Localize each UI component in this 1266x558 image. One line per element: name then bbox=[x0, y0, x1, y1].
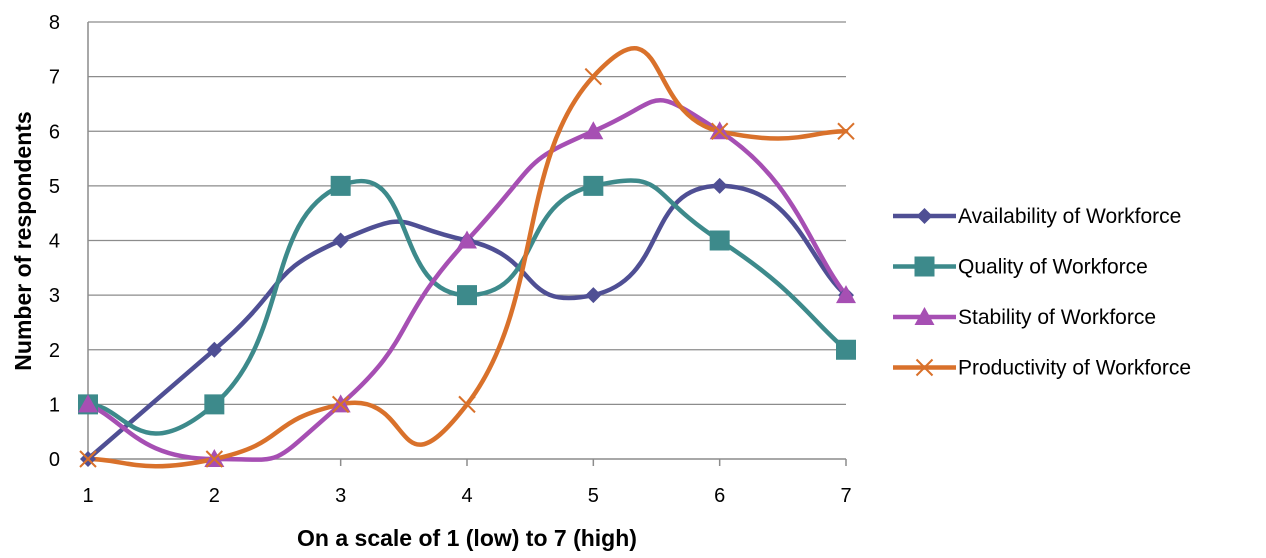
data-point-series-1 bbox=[332, 232, 349, 249]
gridlines bbox=[88, 21, 846, 406]
data-point-series-3 bbox=[583, 121, 604, 140]
data-point-series-2 bbox=[204, 394, 225, 415]
data-point-series-4 bbox=[584, 67, 603, 86]
legend-item: Quality of Workforce bbox=[893, 256, 1148, 279]
y-tick-label: 2 bbox=[49, 340, 60, 362]
x-tick-label: 5 bbox=[588, 485, 599, 507]
series-line-2 bbox=[85, 178, 849, 436]
data-point-series-4 bbox=[79, 450, 97, 468]
data-point-series-4-stroke-b bbox=[205, 450, 224, 468]
y-tick-label: 1 bbox=[49, 394, 60, 416]
data-point-series-4 bbox=[458, 395, 476, 414]
data-point-series-4-stroke-b bbox=[331, 395, 350, 414]
data-point-series-2 bbox=[583, 175, 604, 196]
series-markers bbox=[78, 67, 856, 468]
x-tick-label: 4 bbox=[461, 485, 472, 507]
y-tick-label: 6 bbox=[49, 121, 60, 143]
y-tick-label: 3 bbox=[49, 285, 60, 307]
x-tick-label: 6 bbox=[714, 485, 725, 507]
legend-label: Availability of Workforce bbox=[958, 205, 1181, 228]
y-axis-title: Number of respondents bbox=[10, 111, 36, 370]
y-tick-label: 5 bbox=[49, 176, 60, 198]
y-tick-label: 8 bbox=[49, 12, 60, 34]
data-point-series-4 bbox=[837, 122, 855, 140]
data-point-series-4-stroke-b bbox=[458, 395, 476, 414]
x-tick-label: 3 bbox=[335, 485, 346, 507]
legend-marker bbox=[914, 256, 935, 277]
data-point-series-4-stroke-b bbox=[584, 67, 603, 86]
series-line-1 bbox=[85, 183, 849, 462]
legend-marker bbox=[914, 307, 935, 325]
legend-marker-stroke-b bbox=[915, 358, 934, 377]
data-point-series-4-stroke-b bbox=[710, 122, 729, 140]
x-tick-label: 2 bbox=[209, 485, 220, 507]
legend-item: Availability of Workforce bbox=[893, 205, 1181, 228]
data-point-series-1 bbox=[206, 341, 223, 358]
legend-label: Productivity of Workforce bbox=[958, 357, 1191, 380]
data-point-series-2 bbox=[457, 285, 477, 306]
data-point-series-4 bbox=[331, 395, 350, 414]
data-point-series-2 bbox=[330, 175, 351, 196]
data-point-series-4-stroke-b bbox=[79, 450, 97, 468]
y-tick-label: 7 bbox=[49, 67, 60, 89]
data-point-series-3 bbox=[836, 285, 856, 304]
data-point-series-3 bbox=[457, 230, 477, 249]
legend: Availability of Workforce Quality of Work… bbox=[893, 205, 1191, 380]
data-point-series-2 bbox=[709, 230, 730, 251]
y-tick-label: 4 bbox=[49, 231, 60, 253]
data-point-series-1 bbox=[711, 177, 728, 194]
data-point-series-4 bbox=[205, 450, 224, 468]
legend-marker bbox=[916, 208, 933, 224]
data-point-series-4 bbox=[710, 122, 729, 140]
series-line-4 bbox=[85, 46, 849, 469]
x-axis-title: On a scale of 1 (low) to 7 (high) bbox=[297, 525, 637, 551]
data-point-series-1 bbox=[585, 287, 602, 304]
legend-label: Stability of Workforce bbox=[958, 306, 1156, 329]
y-tick-label: 0 bbox=[49, 449, 60, 471]
legend-item: Productivity of Workforce bbox=[893, 357, 1191, 380]
legend-item: Stability of Workforce bbox=[893, 306, 1156, 329]
x-tick-label: 7 bbox=[840, 485, 851, 507]
data-point-series-3 bbox=[78, 394, 98, 413]
legend-marker bbox=[915, 358, 934, 377]
x-tick-label: 1 bbox=[82, 485, 93, 507]
data-point-series-2 bbox=[836, 339, 856, 360]
data-point-series-4-stroke-b bbox=[837, 122, 855, 140]
legend-label: Quality of Workforce bbox=[958, 256, 1148, 279]
